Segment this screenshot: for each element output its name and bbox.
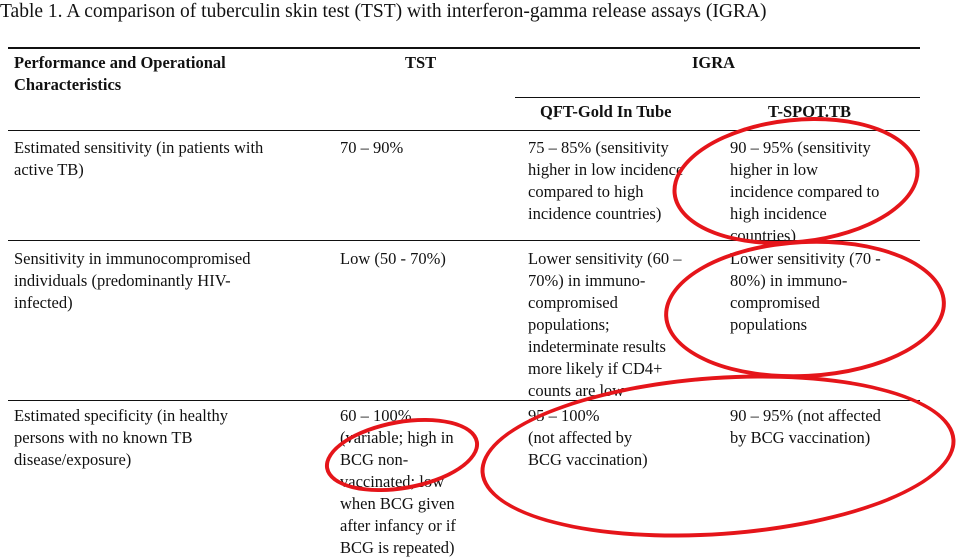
row-1-qft: 75 – 85% (sensitivity higher in low inci… <box>528 137 683 225</box>
text-line: Low (50 - 70%) <box>340 249 446 268</box>
text-line: when BCG given <box>340 494 455 513</box>
annotation-ellipse-tspot-immunocompromised <box>660 232 950 386</box>
header-tst: TST <box>405 53 437 72</box>
text-line: compromised <box>730 293 820 312</box>
text-line: counts are low <box>528 381 625 400</box>
text-line: by BCG vaccination) <box>730 428 871 447</box>
annotation-ellipse-tspot-sensitivity <box>666 105 926 257</box>
text-line: BCG non- <box>340 450 409 469</box>
text-line: high incidence <box>730 204 827 223</box>
text-line: compared to high <box>528 182 644 201</box>
text-line: populations <box>730 315 807 334</box>
text-line: higher in low incidence <box>528 160 684 179</box>
row-2-qft: Lower sensitivity (60 – 70%) in immuno- … <box>528 248 682 402</box>
text-line: persons with no known TB <box>14 428 193 447</box>
row-2-tspot: Lower sensitivity (70 - 80%) in immuno- … <box>730 248 881 336</box>
text-line: individuals (predominantly HIV- <box>14 271 231 290</box>
igra-subheader-rule <box>515 97 920 98</box>
text-line: higher in low <box>730 160 818 179</box>
header-t-spot: T-SPOT.TB <box>768 102 851 121</box>
row-1-bottom-rule <box>8 240 920 241</box>
text-line: 70 – 90% <box>340 138 404 157</box>
text-line: vaccinated; low <box>340 472 444 491</box>
text-line: after infancy or if <box>340 516 456 535</box>
text-line: BCG is repeated) <box>340 538 455 557</box>
row-1-tspot: 90 – 95% (sensitivity higher in low inci… <box>730 137 879 247</box>
row-3-characteristic: Estimated specificity (in healthy person… <box>14 405 228 471</box>
table-caption: Table 1. A comparison of tuberculin skin… <box>0 1 767 22</box>
row-3-qft: 95 – 100% (not affected by BCG vaccinati… <box>528 405 648 471</box>
text-line: 60 – 100% <box>340 406 412 425</box>
text-line: 80%) in immuno- <box>730 271 848 290</box>
row-2-tst: Low (50 - 70%) <box>340 248 446 270</box>
text-line: 95 – 100% <box>528 406 600 425</box>
text-line: populations; <box>528 315 610 334</box>
text-line: Lower sensitivity (70 - <box>730 249 881 268</box>
text-line: active TB) <box>14 160 84 179</box>
text-line: incidence compared to <box>730 182 880 201</box>
row-1-tst: 70 – 90% <box>340 137 403 159</box>
header-characteristics-line-2: Characteristics <box>14 75 122 94</box>
text-line: (variable; high in <box>340 428 454 447</box>
text-line: 75 – 85% (sensitivity <box>528 138 669 157</box>
text-line: indeterminate results <box>528 337 666 356</box>
text-line: incidence countries) <box>528 204 662 223</box>
table-top-rule <box>8 47 920 49</box>
header-qft-gold: QFT-Gold In Tube <box>540 102 672 121</box>
header-characteristics-line-1: Performance and Operational <box>14 53 226 72</box>
text-line: countries) <box>730 226 796 245</box>
text-line: more likely if CD4+ <box>528 359 663 378</box>
text-line: BCG vaccination) <box>528 450 648 469</box>
text-line: compromised <box>528 293 618 312</box>
row-2-bottom-rule <box>8 400 920 401</box>
text-line: 90 – 95% (not affected <box>730 406 881 425</box>
row-2-characteristic: Sensitivity in immunocompromised individ… <box>14 248 251 314</box>
row-1-characteristic: Estimated sensitivity (in patients with … <box>14 137 263 181</box>
text-line: (not affected by <box>528 428 633 447</box>
text-line: infected) <box>14 293 73 312</box>
text-line: disease/exposure) <box>14 450 132 469</box>
text-line: Lower sensitivity (60 – <box>528 249 682 268</box>
header-igra: IGRA <box>692 53 736 72</box>
row-3-tspot: 90 – 95% (not affected by BCG vaccinatio… <box>730 405 881 449</box>
text-line: 90 – 95% (sensitivity <box>730 138 871 157</box>
text-line: Estimated specificity (in healthy <box>14 406 228 425</box>
row-3-tst: 60 – 100% (variable; high in BCG non- va… <box>340 405 456 559</box>
header-bottom-rule <box>8 130 920 131</box>
text-line: 70%) in immuno- <box>528 271 646 290</box>
text-line: Estimated sensitivity (in patients with <box>14 138 264 157</box>
text-line: Sensitivity in immunocompromised <box>14 249 251 268</box>
header-characteristics: Performance and Operational Characterist… <box>14 52 226 96</box>
